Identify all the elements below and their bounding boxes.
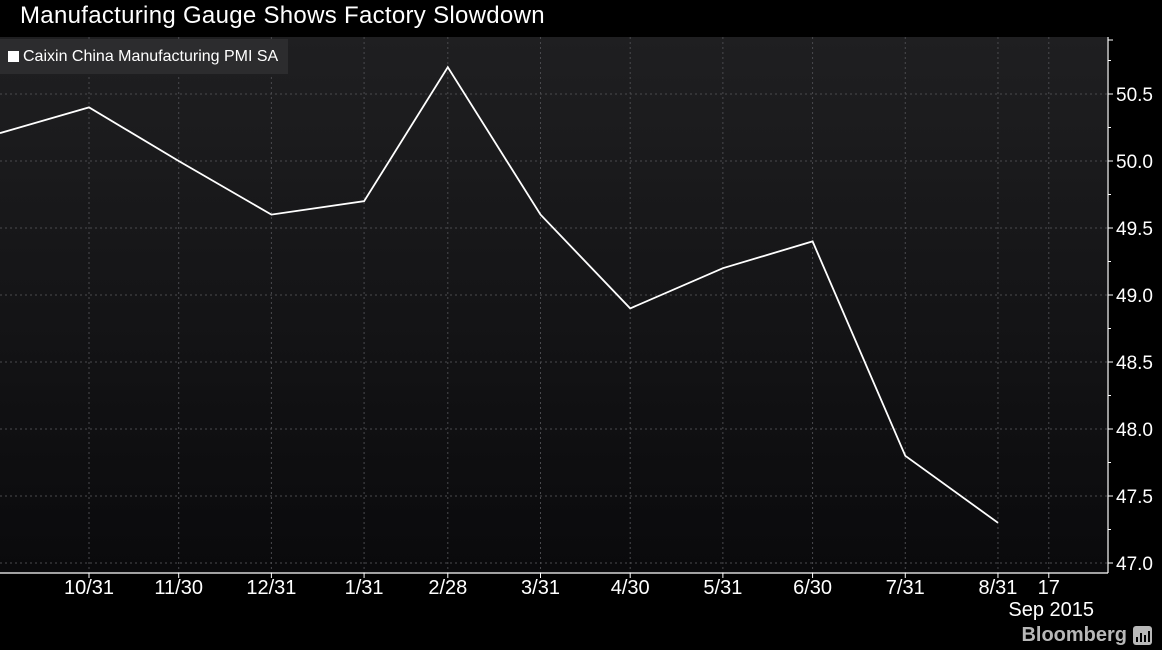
y-tick-label: 50.5 (1116, 85, 1153, 106)
x-tick-label: 4/30 (611, 577, 650, 599)
bloomberg-terminal-icon (1133, 626, 1152, 645)
y-tick-label: 47.0 (1116, 554, 1153, 575)
x-tick-label: 10/31 (64, 577, 114, 599)
legend-label: Caixin China Manufacturing PMI SA (23, 47, 279, 65)
x-tick-label: 2/28 (428, 577, 467, 599)
x-axis-sublabel: Sep 2015 (1008, 599, 1094, 621)
legend-swatch (8, 51, 19, 62)
brand-name: Bloomberg (1021, 624, 1127, 646)
axes (0, 37, 1113, 578)
y-tick-label: 49.5 (1116, 219, 1153, 240)
x-tick-label: 5/31 (703, 577, 742, 599)
gridlines (0, 37, 1108, 573)
plot-area (0, 37, 1107, 573)
y-tick-label: 49.0 (1116, 286, 1153, 307)
x-tick-label: 12/31 (246, 577, 296, 599)
tick-labels: 47.0 47.5 48.0 48.5 49.0 49.5 50.0 50.5 10/31 11/… (64, 85, 1153, 599)
x-tick-label: 7/31 (886, 577, 925, 599)
x-tick-label: 8/31 (978, 577, 1017, 599)
y-tick-label: 48.5 (1116, 353, 1153, 374)
x-tick-label: 3/31 (521, 577, 560, 599)
series-line (0, 65, 999, 524)
brand-logo: Bloomberg (1021, 624, 1152, 647)
legend: Caixin China Manufacturing PMI SA (0, 39, 289, 74)
chart-title: Manufacturing Gauge Shows Factory Slowdo… (20, 2, 545, 29)
x-tick-label: 17 (1038, 577, 1060, 599)
series-layer (0, 65, 999, 524)
x-tick-label: 11/30 (154, 577, 203, 599)
y-tick-label: 50.0 (1116, 152, 1153, 173)
y-tick-label: 48.0 (1116, 420, 1153, 441)
y-tick-label: 47.5 (1116, 487, 1153, 508)
x-tick-label: 1/31 (345, 577, 384, 599)
x-tick-label: 6/30 (793, 577, 832, 599)
